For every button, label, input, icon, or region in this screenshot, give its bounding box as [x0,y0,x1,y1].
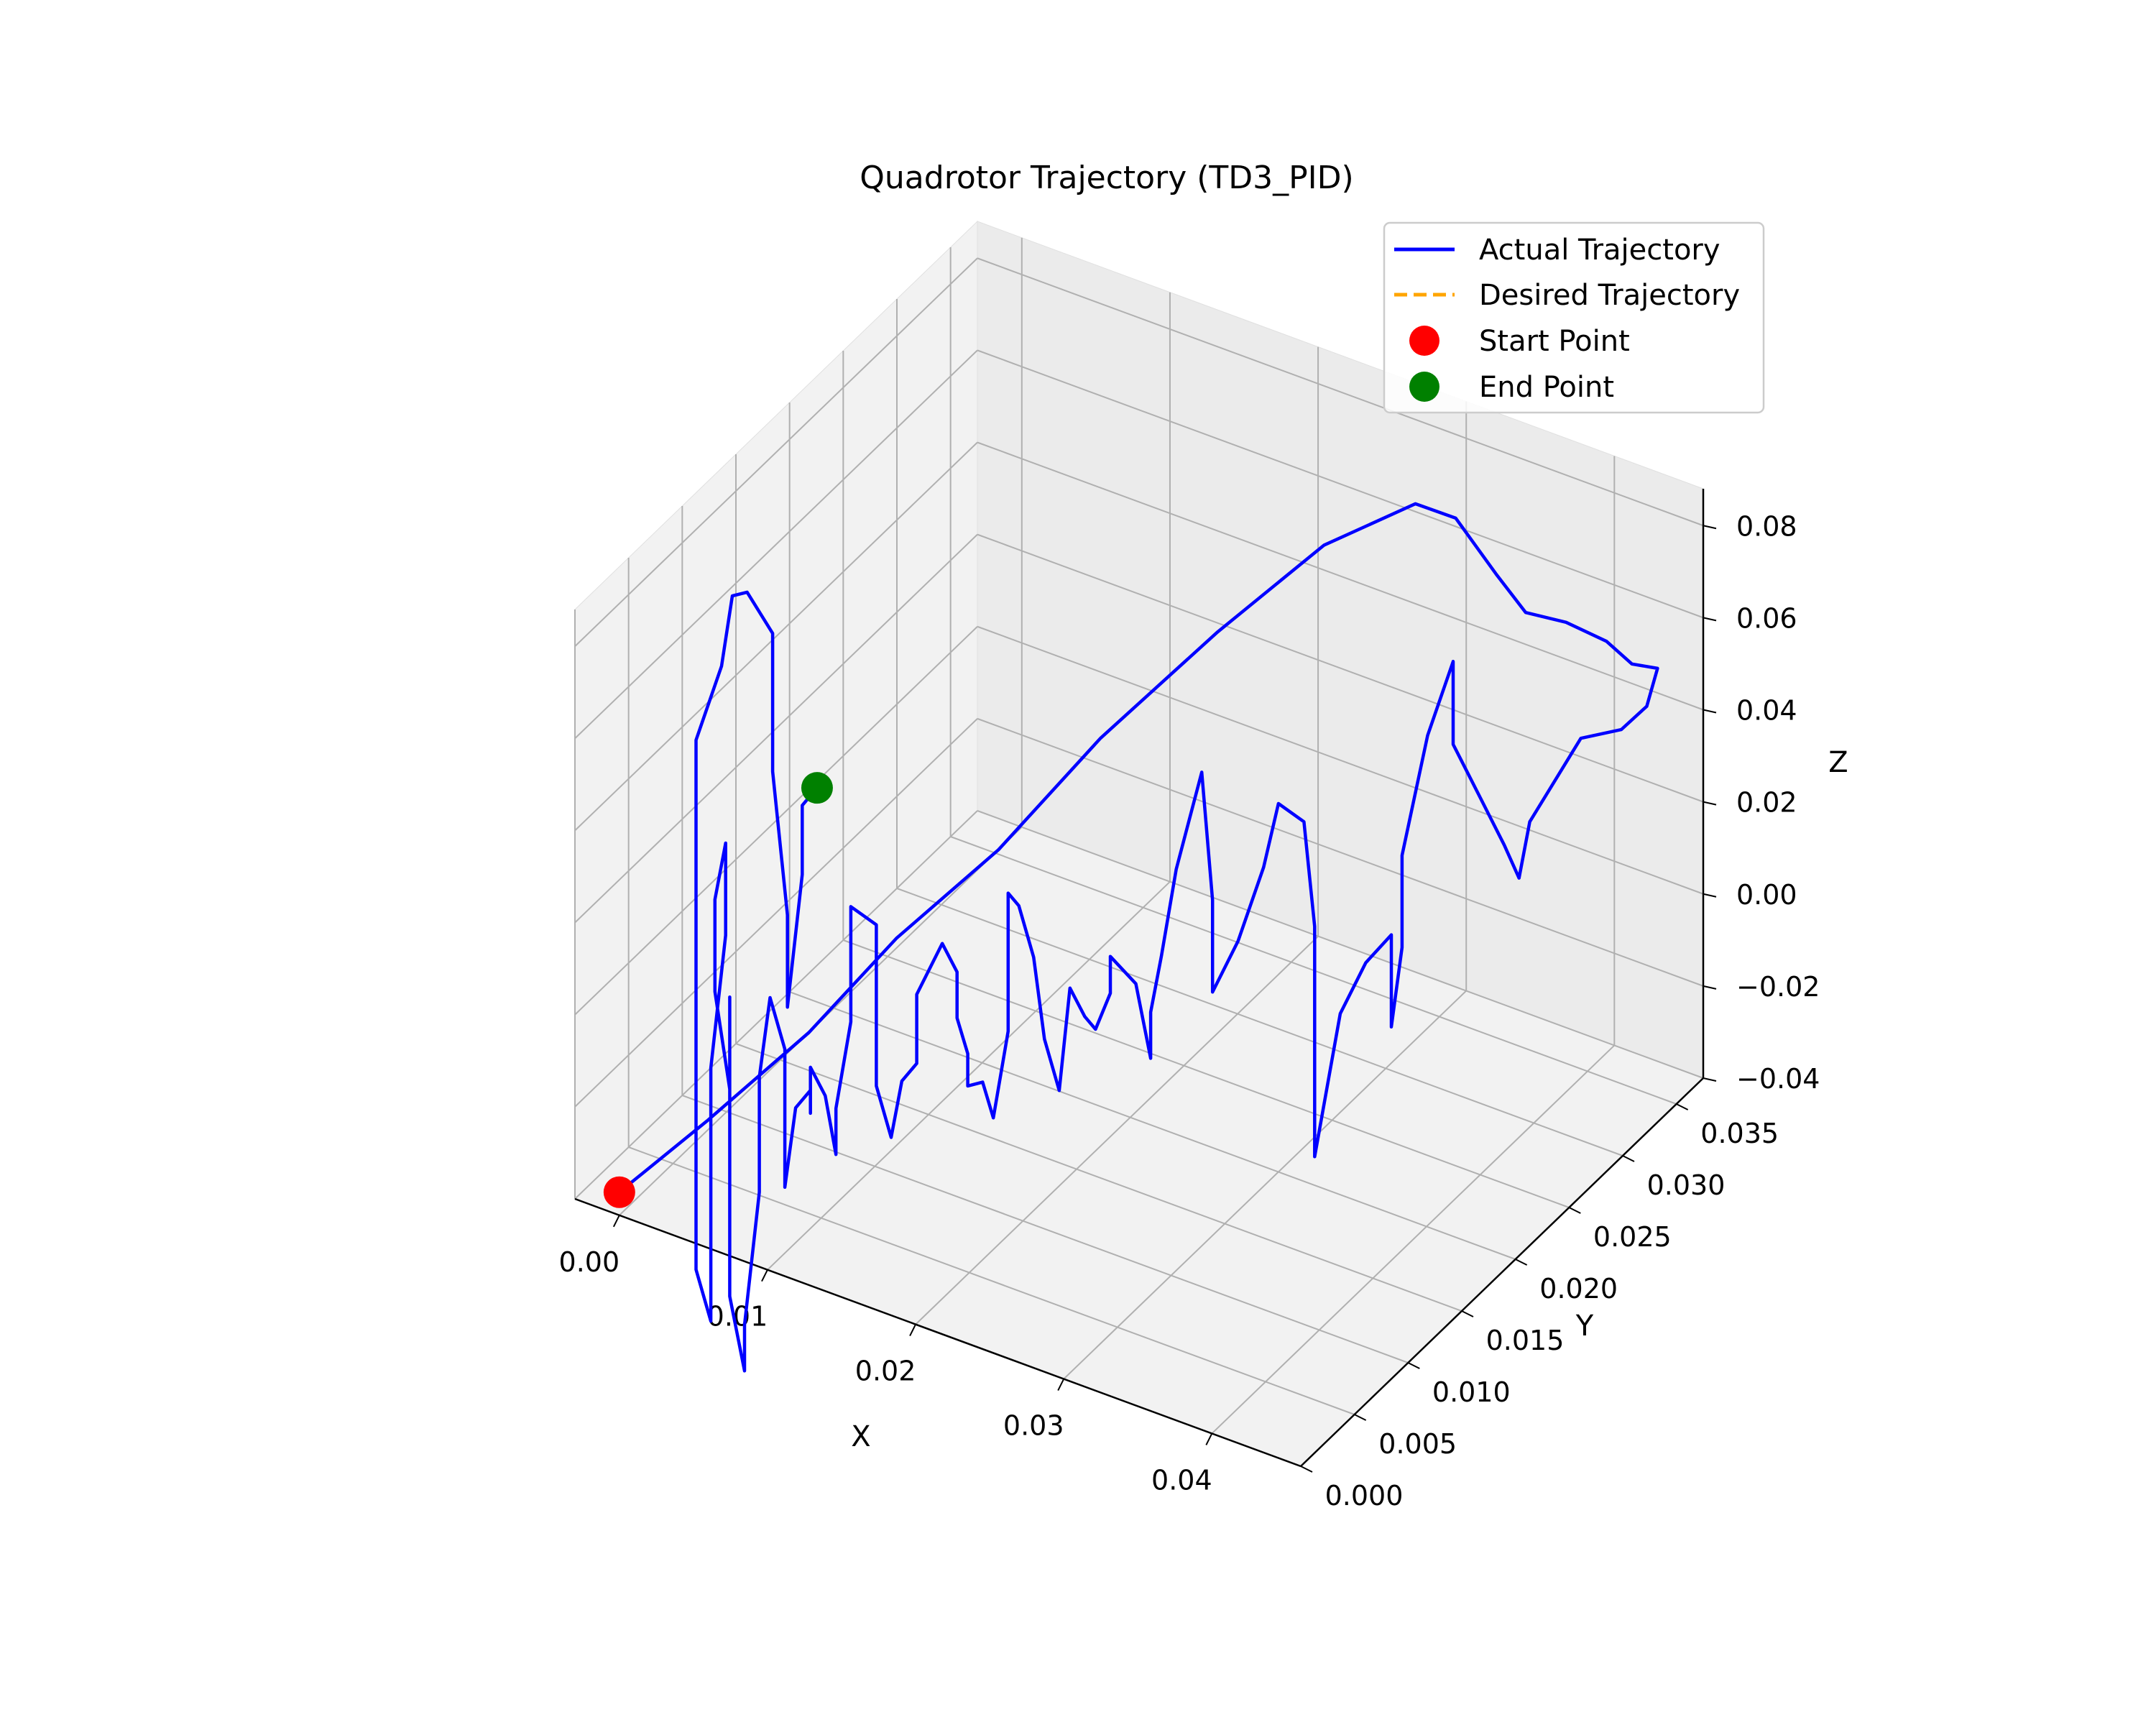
end-point-marker [801,772,833,804]
x-tick-label: 0.04 [1151,1464,1212,1496]
y-tick-mark [1461,1310,1474,1317]
z-tick-mark [1703,1077,1717,1082]
z-tick-label: 0.04 [1736,695,1797,727]
z-tick-label: 0.02 [1736,787,1797,819]
grid-z-left [574,718,978,1108]
grid-x-floor [915,935,1319,1325]
x-tick-mark [761,1269,768,1282]
grid-z-back [977,257,1704,527]
z-tick-mark [1703,525,1717,530]
y-tick-label: 0.035 [1700,1118,1779,1149]
x-tick-mark [1057,1379,1065,1391]
grid-z-back [977,349,1704,619]
z-tick-label: 0.00 [1736,879,1797,911]
grid-x-floor [1211,1044,1616,1435]
y-tick-mark [1568,1207,1581,1214]
grid-y-floor [628,1146,1355,1415]
y-tick-label: 0.020 [1539,1273,1618,1305]
x-tick-label: 0.03 [1003,1410,1064,1442]
grid-z-back [977,717,1704,987]
legend-label-end: End Point [1479,371,1614,404]
z-tick-label: −0.04 [1736,1063,1820,1095]
z-tick-mark [1703,893,1717,898]
z-tick-mark [1703,617,1717,622]
actual-trajectory-line [617,502,1659,1373]
y-tick-label: 0.015 [1486,1325,1565,1356]
z-tick-mark [1703,801,1717,806]
grid-y-floor [896,888,1623,1156]
y-tick-mark [1676,1103,1689,1110]
x-tick-mark [909,1324,916,1337]
grid-z-left [574,810,978,1200]
legend-label-actual: Actual Trajectory [1479,234,1720,267]
grid-z-back [977,810,1704,1079]
z-tick-mark [1703,709,1717,714]
z-tick-label: 0.08 [1736,510,1797,542]
y-tick-mark [1622,1155,1635,1162]
grid-y-floor [789,991,1516,1260]
y-tick-mark [1407,1362,1420,1369]
legend-start-marker [1409,326,1439,356]
grid-z-left [574,441,978,832]
grid-z-left [574,257,978,647]
x-tick-mark [612,1215,620,1228]
legend-frame [1383,221,1765,414]
legend-label-desired: Desired Trajectory [1479,279,1740,312]
z-tick-mark [1703,985,1717,990]
chart-title: Quadrotor Trajectory (TD3_PID) [860,160,1353,196]
z-tick-label: 0.06 [1736,602,1797,634]
legend-label-start: Start Point [1479,325,1630,358]
legend-end-marker [1409,372,1439,402]
grid-lines [574,237,1704,1467]
grid-y-floor [842,939,1570,1208]
grid-z-back [977,441,1704,711]
y-tick-label: 0.000 [1325,1480,1404,1512]
x-tick-label: 0.02 [855,1356,916,1387]
y-tick-label: 0.025 [1593,1221,1672,1253]
grid-z-back [977,533,1704,803]
grid-z-left [574,533,978,924]
x-axis-label: X [851,1420,870,1453]
y-tick-label: 0.030 [1647,1169,1726,1201]
y-tick-label: 0.005 [1378,1428,1457,1460]
grid-z-left [574,349,978,740]
y-tick-mark [1515,1259,1528,1266]
y-tick-mark [1300,1466,1313,1473]
y-axis-label: Y [1575,1310,1594,1343]
x-tick-mark [1205,1433,1213,1445]
grid-z-back [977,625,1704,895]
x-tick-label: 0.00 [559,1246,620,1278]
y-tick-label: 0.010 [1432,1376,1511,1408]
series-layer [603,502,1659,1373]
z-axis-label: Z [1828,746,1848,779]
y-tick-mark [1354,1414,1367,1421]
start-point-marker [603,1176,635,1208]
legend: Actual Trajectory Desired Trajectory Sta… [1383,221,1765,414]
y-axis-line [1300,1077,1704,1467]
grid-x-floor [1063,990,1467,1380]
z-tick-label: −0.02 [1736,971,1820,1003]
grid-y-floor [681,1095,1409,1363]
grid-y-floor [735,1043,1462,1312]
